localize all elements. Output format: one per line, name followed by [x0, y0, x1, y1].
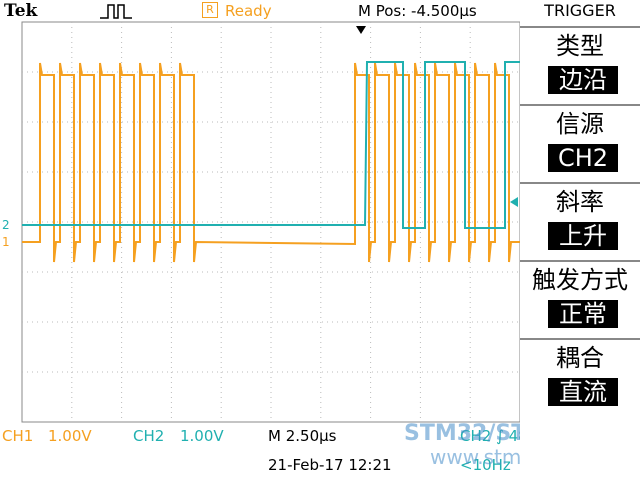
ch2-label: CH2 [133, 427, 165, 445]
menu-label: 斜率 [556, 188, 604, 216]
menu-value: 上升 [548, 222, 618, 250]
ch1-scale: 1.00V [48, 427, 92, 445]
ch2-trace [22, 61, 520, 229]
menu-value: 正常 [548, 300, 618, 328]
menu-value: 边沿 [548, 66, 618, 94]
waveform-display [21, 21, 521, 423]
status: Ready [225, 2, 272, 20]
menu-separator [520, 182, 640, 184]
menu-label: 触发方式 [532, 266, 628, 294]
menu-label: 类型 [556, 32, 604, 60]
menu-separator [520, 104, 640, 106]
trigger-level-arrow [510, 197, 518, 207]
date: 21-Feb-17 12:21 [268, 456, 392, 474]
menu-separator [520, 338, 640, 340]
menu-title: TRIGGER [544, 1, 616, 20]
menu-value: CH2 [548, 144, 618, 172]
status-icon: R [202, 2, 218, 18]
frequency: <10Hz [460, 456, 511, 474]
menu-value: 直流 [548, 378, 618, 406]
menu-label: 耦合 [556, 344, 604, 372]
menu-separator [520, 260, 640, 262]
ch1-label: CH1 [2, 427, 34, 445]
run-icon [100, 4, 132, 19]
ch1-trace [22, 62, 520, 263]
ch1-marker: 1 [2, 235, 10, 249]
ch2-scale: 1.00V [180, 427, 224, 445]
position: M Pos: -4.500µs [358, 2, 477, 20]
brand: Tek [4, 1, 38, 21]
menu-label: 信源 [556, 110, 604, 138]
trigger-position [356, 26, 366, 34]
timebase: M 2.50µs [268, 427, 337, 445]
ch2-marker: 2 [2, 218, 10, 232]
menu-separator [520, 26, 640, 28]
